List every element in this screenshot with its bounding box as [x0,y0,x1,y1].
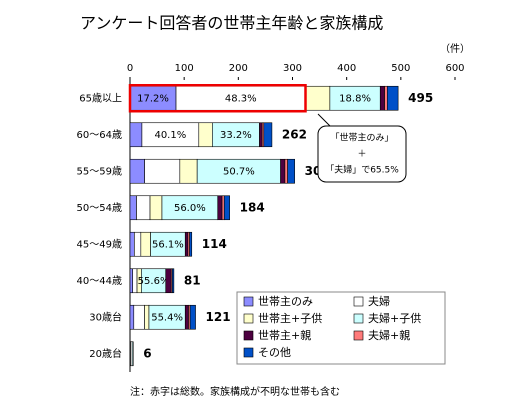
chart-title: アンケート回答者の世帯主年齢と家族構成 [80,14,383,33]
x-tick-label: 200 [229,63,248,74]
data-label: 40.1% [154,130,186,141]
legend-label: 夫婦+子供 [368,311,421,325]
bar-segment [305,85,331,111]
bar-segment [140,231,151,257]
x-tick-label: 0 [127,63,133,74]
bar-segment [165,268,172,294]
legend-label: 夫婦 [368,294,390,308]
bar-segment [136,195,151,221]
bar-segment [221,195,225,221]
callout-text: 「夫婦」で65.5% [325,164,399,176]
x-tick-label: 400 [337,63,356,74]
bar-segment [287,158,295,184]
bar-segment [184,304,189,330]
data-label: 18.8% [339,93,371,104]
note: 注：赤字は総数。家族構成が不明な世帯も含む [130,385,340,398]
legend-swatch [243,296,254,307]
bar-segment [175,85,306,111]
bar-segment [129,304,135,330]
legend-box [236,291,446,365]
bar-segment [179,158,198,184]
data-label: 50.7% [223,166,255,177]
bar-segment [132,268,138,294]
legend-label: 世帯主+子供 [258,311,322,325]
total-label: 6 [143,346,151,360]
data-label: 55.6% [138,276,170,287]
y-tick-label: 30歳台 [89,310,122,323]
x-tick-label: 300 [283,63,302,74]
bar-segment [144,158,181,184]
legend-label: 世帯主のみ [258,295,313,308]
legend-swatch [243,313,254,324]
callout-text: 「世帯主のみ」 [330,132,393,144]
bar-segment [280,158,286,184]
y-tick-label: 40～44歳 [77,275,122,287]
y-tick-label: 60～64歳 [77,129,122,141]
bar-segment [263,122,273,148]
bar-segment [217,195,223,221]
total-label: 184 [240,200,265,214]
bar-segment [259,122,263,148]
x-tick-label: 600 [445,63,464,74]
y-tick-label: 55～59歳 [77,165,122,177]
bar-segment [284,158,288,184]
total-label: 262 [282,127,307,141]
bar-segment [134,231,142,257]
bar-segment [189,231,193,257]
y-tick-label: 50～54歳 [77,202,122,214]
bar-segment [133,304,145,330]
bar-segment [144,304,150,330]
data-label: 48.3% [225,93,257,104]
total-label: 81 [184,273,201,287]
bar-segment [149,195,163,221]
data-label: 33.2% [220,130,252,141]
axis-unit: （件） [440,43,470,55]
bar-segment [379,85,385,111]
bar-segment [141,268,167,294]
data-label: 17.2% [137,93,169,104]
bar-segment [129,158,145,184]
legend-label: 世帯主+親 [258,329,311,342]
bar-segment [189,304,196,330]
legend-swatch [353,313,364,324]
callout-text: ＋ [357,149,366,160]
bar-segment [184,231,189,257]
legend-swatch [353,296,364,307]
bar-segment [384,85,388,111]
bar-segment [129,195,137,221]
callout-box [317,125,407,183]
total-label: 121 [206,310,231,324]
legend-swatch [243,347,254,358]
bar-segment [150,231,186,257]
y-tick-label: 20歳台 [89,347,122,360]
callout-line [317,113,331,127]
data-label: 56.1% [152,239,184,250]
bar-segment [171,268,175,294]
total-label: 114 [202,237,227,251]
data-label: 56.0% [174,203,206,214]
data-label: 55.4% [151,312,183,323]
y-tick-label: 45～49歳 [77,238,122,250]
bar-segment [223,195,230,221]
highlight-box [128,84,307,113]
total-label: 495 [408,91,433,105]
bar-segment [386,85,399,111]
legend-swatch [243,330,254,341]
bar-segment [129,268,134,294]
x-tick-label: 500 [391,63,410,74]
legend-label: その他 [258,346,291,359]
bar-segment [198,122,213,148]
x-tick-label: 100 [175,63,194,74]
legend-swatch [353,330,364,341]
legend-label: 夫婦+親 [368,328,410,342]
y-tick-label: 65歳以上 [79,92,122,104]
bar-segment [129,231,135,257]
bar-segment [129,122,143,148]
bar-segment [131,341,134,367]
bar-segment [148,304,186,330]
